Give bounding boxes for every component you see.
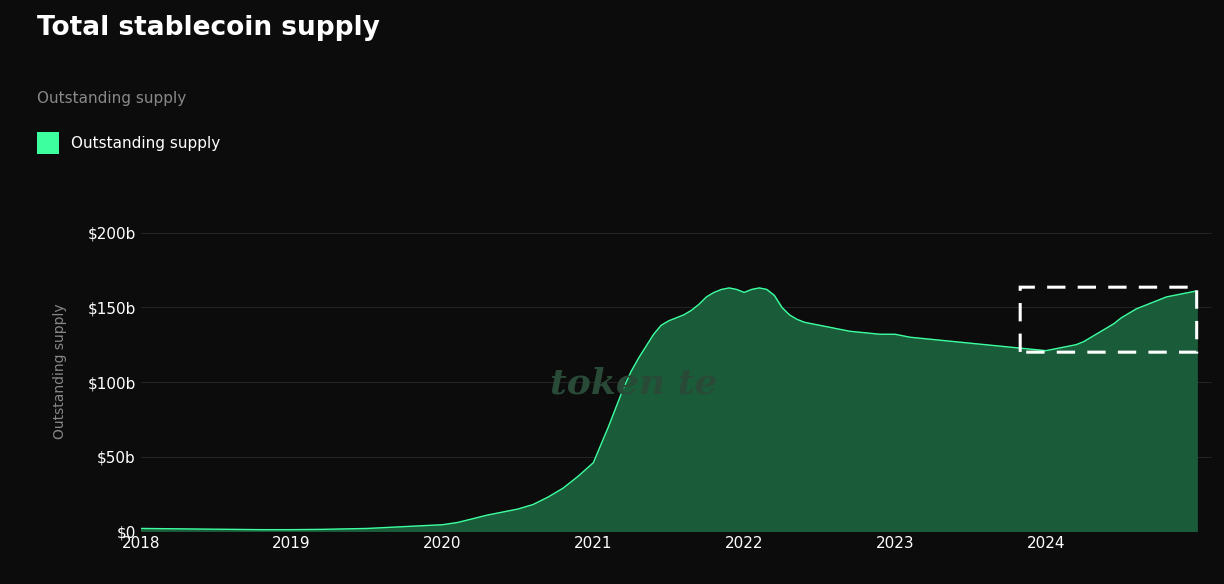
Text: Total stablecoin supply: Total stablecoin supply: [37, 15, 379, 41]
Text: Outstanding supply: Outstanding supply: [54, 303, 67, 439]
Text: Outstanding supply: Outstanding supply: [71, 135, 220, 151]
Text: token te: token te: [550, 367, 717, 401]
Text: Outstanding supply: Outstanding supply: [37, 91, 186, 106]
